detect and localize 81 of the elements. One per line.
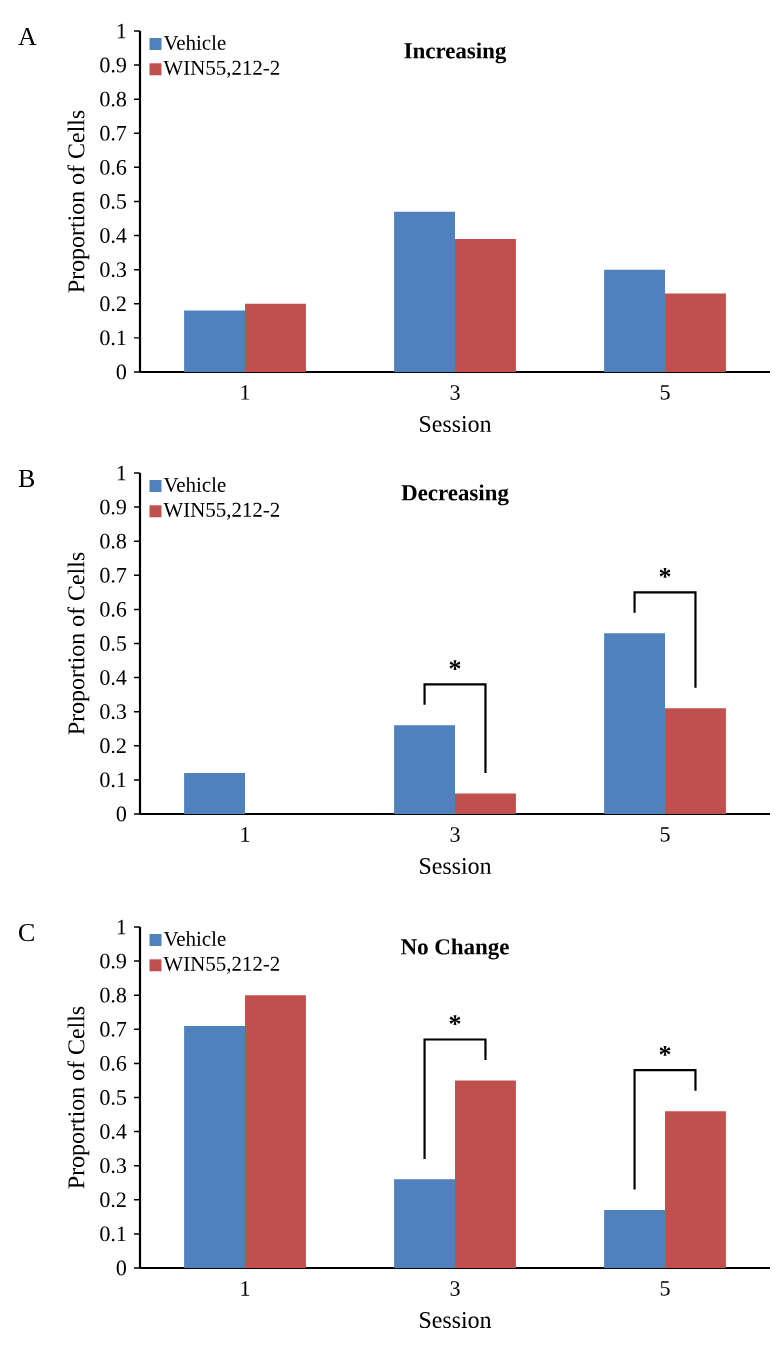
bar <box>604 1210 666 1268</box>
annotation: * <box>659 1045 671 1056</box>
x-tick-label: 5 <box>660 827 670 842</box>
y-tick-label: 1 <box>117 465 126 481</box>
bar <box>394 211 456 372</box>
annotation: * <box>659 568 671 578</box>
bar <box>184 1025 245 1268</box>
bar <box>455 238 516 372</box>
y-tick-label: 0.6 <box>100 1055 127 1071</box>
bar <box>665 293 726 372</box>
text: B <box>18 469 35 487</box>
y-tick-label: 0 <box>116 364 126 380</box>
bar <box>184 310 245 372</box>
y-axis-title: Proportion of Cells <box>67 110 90 293</box>
y-tick-label: 0 <box>116 806 126 822</box>
y-tick-label: 0.2 <box>100 738 126 754</box>
y-tick-label: 0.3 <box>100 1158 126 1174</box>
bar <box>455 793 516 814</box>
y-tick-label: 0.8 <box>100 987 126 1003</box>
y-tick-label: 0.4 <box>100 228 127 244</box>
bar <box>245 303 306 372</box>
legend-label: WIN55,212-2 <box>163 502 280 520</box>
y-tick-label: 0.6 <box>100 159 127 175</box>
y-tick-label: 0 <box>116 1260 126 1276</box>
bar <box>604 269 666 372</box>
legend-label: WIN55,212-2 <box>163 60 280 78</box>
x-axis-title: Session <box>420 416 492 433</box>
y-tick-label: 0.5 <box>100 194 126 209</box>
x-axis-title: Session <box>420 1312 492 1329</box>
x-tick-label: 1 <box>241 385 250 400</box>
x-tick-label: 1 <box>241 827 250 842</box>
bar <box>394 725 456 814</box>
x-tick-label: 1 <box>241 1281 250 1296</box>
x-tick-label: 5 <box>660 385 670 400</box>
y-axis-title: Proportion of Cells <box>67 1006 90 1189</box>
y-tick-label: 1 <box>117 919 126 935</box>
y-tick-label: 0.2 <box>100 1192 126 1208</box>
y-tick-label: 1 <box>117 23 126 39</box>
y-tick-label: 0.1 <box>100 1226 126 1242</box>
y-tick-label: 0.3 <box>100 262 126 278</box>
x-tick-label: 3 <box>450 1281 460 1296</box>
y-tick-label: 0.4 <box>100 1124 127 1140</box>
bar <box>455 1080 516 1268</box>
y-tick-label: 0.9 <box>100 953 126 969</box>
y-tick-label: 0.2 <box>100 296 126 312</box>
legend-label: WIN55,212-2 <box>163 956 280 974</box>
y-tick-label: 0.8 <box>100 91 126 107</box>
x-axis-title: Session <box>420 858 492 875</box>
legend-label: Vehicle <box>163 931 226 946</box>
y-tick-label: 0.3 <box>100 704 126 720</box>
y-tick-label: 0.7 <box>100 125 127 141</box>
chart-title: Increasing <box>404 42 507 64</box>
y-tick-label: 0.1 <box>100 772 126 788</box>
text: C <box>19 923 34 942</box>
y-tick-label: 0.6 <box>100 601 127 617</box>
bar <box>665 708 726 814</box>
bar <box>245 995 306 1268</box>
y-tick-label: 0.9 <box>100 57 126 73</box>
y-tick-label: 0.5 <box>100 636 126 651</box>
y-tick-label: 0.4 <box>100 670 127 686</box>
x-tick-label: 3 <box>450 385 460 400</box>
y-tick-label: 0.7 <box>100 1021 127 1037</box>
chart-title: No Change <box>401 938 509 960</box>
bar <box>604 633 666 814</box>
bar <box>184 773 245 814</box>
y-tick-label: 0.5 <box>100 1090 126 1105</box>
legend-label: Vehicle <box>163 477 226 492</box>
y-tick-label: 0.8 <box>100 533 126 549</box>
chart-title: Decreasing <box>401 484 509 506</box>
y-tick-label: 0.7 <box>100 567 127 583</box>
bar <box>394 1179 456 1268</box>
bar <box>665 1111 726 1268</box>
y-tick-label: 0.9 <box>100 499 126 515</box>
annotation: * <box>449 1015 461 1026</box>
x-tick-label: 3 <box>450 827 460 842</box>
text: A <box>18 27 37 46</box>
legend-label: Vehicle <box>163 35 226 50</box>
x-tick-label: 5 <box>660 1281 670 1296</box>
y-axis-title: Proportion of Cells <box>67 552 90 735</box>
annotation: * <box>449 660 461 670</box>
y-tick-label: 0.1 <box>100 330 126 346</box>
